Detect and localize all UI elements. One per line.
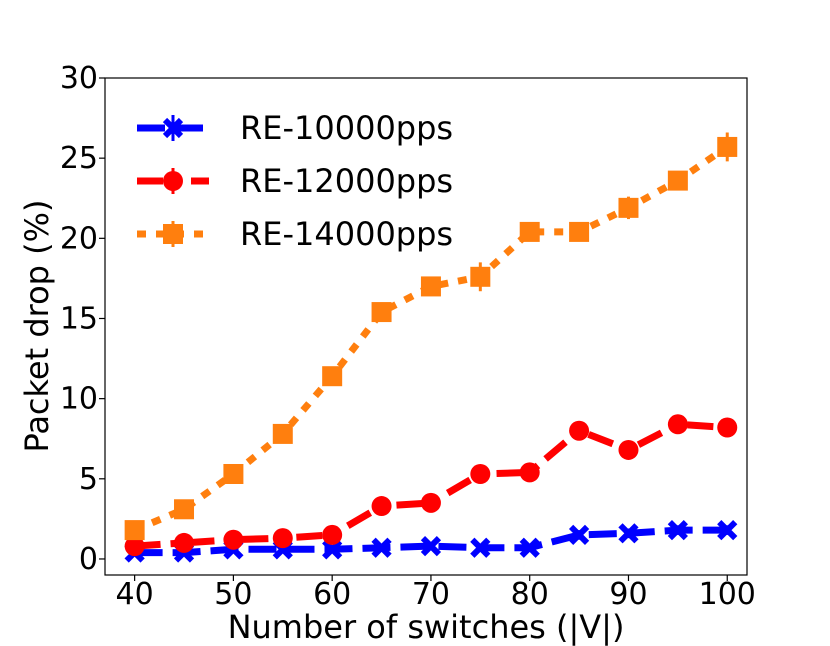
data-point-RE-14000pps-55 xyxy=(272,423,293,444)
x-tick-label-40: 40 xyxy=(116,577,154,612)
data-point-RE-14000pps-65 xyxy=(371,302,392,323)
x-tick-label-80: 80 xyxy=(511,577,549,612)
y-tick-label-5: 5 xyxy=(79,462,98,497)
y-tick-label-0: 0 xyxy=(79,542,98,577)
data-point-RE-12000pps-75 xyxy=(470,463,491,484)
data-point-RE-12000pps-45 xyxy=(174,532,195,553)
y-tick-label-10: 10 xyxy=(60,382,98,417)
data-point-RE-14000pps-40 xyxy=(124,520,145,541)
series-RE-10000pps xyxy=(124,519,738,563)
data-point-RE-10000pps-80 xyxy=(519,537,540,558)
data-point-RE-10000pps-60 xyxy=(322,539,343,560)
data-point-RE-14000pps-85 xyxy=(569,221,590,242)
data-point-RE-10000pps-95 xyxy=(667,519,688,541)
x-tick-label-70: 70 xyxy=(412,577,450,612)
data-point-RE-12000pps-60 xyxy=(322,524,343,545)
data-point-RE-12000pps-90 xyxy=(618,439,639,460)
data-point-RE-14000pps-70 xyxy=(420,276,441,297)
data-point-RE-12000pps-85 xyxy=(569,420,590,441)
data-point-RE-12000pps-40 xyxy=(124,536,145,557)
data-point-RE-12000pps-80 xyxy=(519,462,540,483)
x-tick-label-50: 50 xyxy=(214,577,252,612)
x-tick-label-100: 100 xyxy=(699,577,756,612)
x-tick-label-90: 90 xyxy=(609,577,647,612)
data-point-RE-10000pps-70 xyxy=(420,536,442,557)
data-point-RE-12000pps-100 xyxy=(717,417,738,438)
ticks-layer: 40 50 60 70 80 90 100 0 5 10 15 20 25 30 xyxy=(60,61,756,612)
data-point-RE-12000pps-50 xyxy=(223,529,244,550)
legend-marker-RE-10000pps xyxy=(162,117,184,139)
series-RE-12000pps xyxy=(124,414,738,557)
legend-label-RE-12000pps: RE-12000pps xyxy=(240,162,453,200)
y-axis-label: Packet drop (%) xyxy=(18,199,56,452)
data-point-RE-10000pps-65 xyxy=(371,537,392,558)
legend-label-RE-10000pps: RE-10000pps xyxy=(240,109,453,147)
data-point-RE-12000pps-95 xyxy=(667,414,688,435)
y-tick-label-15: 15 xyxy=(60,301,98,336)
plot-frame xyxy=(104,77,748,576)
data-point-RE-10000pps-75 xyxy=(470,537,491,558)
data-point-RE-12000pps-65 xyxy=(371,496,392,517)
legend-item-RE-12000pps: RE-12000pps xyxy=(137,162,453,200)
data-point-RE-14000pps-90 xyxy=(618,197,639,218)
y-tick-label-25: 25 xyxy=(60,141,98,176)
data-point-RE-10000pps-90 xyxy=(618,523,639,544)
legend-label-RE-14000pps: RE-14000pps xyxy=(240,215,453,253)
data-point-RE-14000pps-80 xyxy=(519,221,540,242)
legend-item-RE-10000pps: RE-10000pps xyxy=(137,109,453,147)
series-layer xyxy=(124,132,738,563)
legend-item-RE-14000pps: RE-14000pps xyxy=(137,215,453,253)
data-point-RE-10000pps-85 xyxy=(568,524,590,546)
y-tick-label-30: 30 xyxy=(60,61,98,96)
data-point-RE-12000pps-55 xyxy=(272,528,293,549)
legend-marker-RE-14000pps xyxy=(163,224,183,244)
x-axis-label: Number of switches (|V|) xyxy=(228,608,625,646)
data-point-RE-14000pps-95 xyxy=(667,170,688,191)
data-point-RE-14000pps-45 xyxy=(174,499,195,520)
data-point-RE-14000pps-75 xyxy=(470,266,491,287)
data-point-RE-14000pps-100 xyxy=(717,136,738,157)
x-tick-label-60: 60 xyxy=(313,577,351,612)
legend-marker-RE-12000pps xyxy=(163,171,183,191)
data-point-RE-14000pps-50 xyxy=(223,463,244,484)
data-point-RE-10000pps-100 xyxy=(717,519,738,541)
series-RE-14000pps xyxy=(124,132,738,541)
legend: RE-10000pps RE-12000pps RE-14000pps xyxy=(137,109,453,253)
data-point-RE-14000pps-60 xyxy=(322,366,343,387)
y-tick-label-20: 20 xyxy=(60,221,98,256)
data-point-RE-12000pps-70 xyxy=(420,492,441,513)
